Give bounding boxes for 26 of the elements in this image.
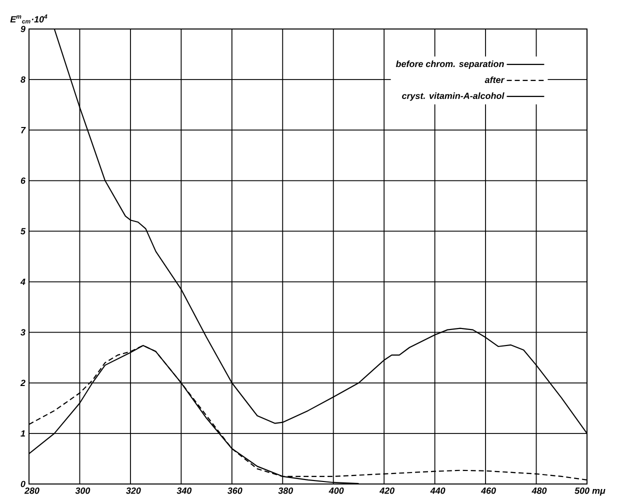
x-tick-label: 320 bbox=[126, 488, 141, 494]
y-tick-label: 5 bbox=[20, 228, 26, 234]
y-tick-label: 4 bbox=[20, 278, 26, 285]
y-tick-label: 1 bbox=[20, 430, 25, 437]
legend-label: after bbox=[484, 76, 505, 84]
x-tick-label: 440 bbox=[430, 488, 446, 494]
x-tick-label: 300 bbox=[75, 488, 90, 494]
y-tick-label: 7 bbox=[21, 127, 26, 134]
legend-label: cryst. vitamin-A-alcohol bbox=[402, 92, 504, 101]
x-tick-label: 480 bbox=[532, 488, 547, 494]
x-tick-label: 380 bbox=[278, 488, 294, 494]
x-tick-label: 280 bbox=[24, 488, 40, 494]
y-tick-label: 3 bbox=[20, 329, 26, 336]
x-tick-label: 460 bbox=[480, 488, 496, 494]
y-axis-title: E$^{m}$$_{cm}$·10$^{4}$ bbox=[10, 14, 48, 24]
x-tick-label: 340 bbox=[176, 488, 192, 494]
x-tick-label: 420 bbox=[379, 488, 394, 494]
x-tick-label: 500 mμ bbox=[574, 488, 606, 496]
y-tick-label: 0 bbox=[20, 480, 26, 488]
y-tick-label: 2 bbox=[20, 380, 26, 386]
x-tick-label: 360 bbox=[227, 488, 242, 494]
y-tick-label: 8 bbox=[20, 76, 26, 83]
legend-label: before chrom. separation bbox=[396, 60, 504, 69]
y-tick-label: 9 bbox=[20, 26, 26, 32]
y-tick-label: 6 bbox=[20, 177, 26, 184]
x-tick-label: 400 bbox=[328, 488, 344, 494]
